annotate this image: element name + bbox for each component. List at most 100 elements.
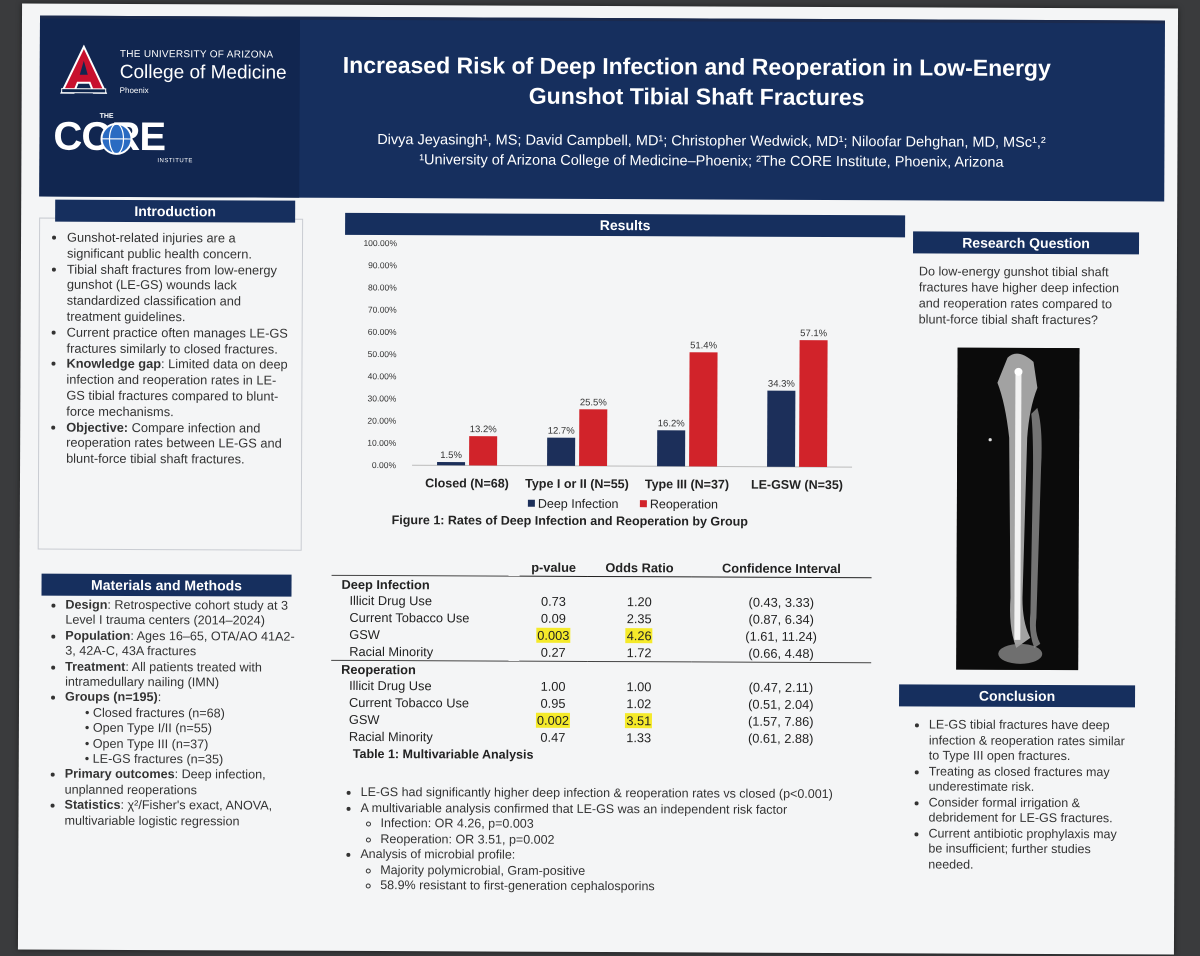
table-group-row: Deep Infection [331,575,872,595]
legend-swatch [527,499,535,507]
col-header-odds-ratio: Odds Ratio [587,558,692,577]
p-value-cell: 0.003 [536,627,571,643]
table-group-label: Deep Infection [331,575,872,595]
results-summary: LE-GS had significantly higher deep infe… [334,785,894,896]
results-bar-chart: 0.00% 10.00% 20.00% 30.00% 40.00% 50.00% 60.00… [363,238,853,512]
table-row: Racial Minority 0.47 1.33 (0.61, 2.88) [331,728,871,747]
confidence-interval-cell: (0.66, 4.48) [748,645,814,661]
bar-reoperation [469,436,498,466]
odds-ratio-cell: 4.26 [625,628,653,644]
conclusion-item: Consider formal irrigation & debridement… [928,795,1132,827]
conclusion-heading: Conclusion [899,684,1136,708]
y-tick-label: 20.00% [367,416,396,426]
bar-reoperation [579,409,608,467]
row-label: Illicit Drug Use [349,678,432,694]
row-label: Current Tobacco Use [348,695,470,711]
conclusion-item: Current antibiotic prophylaxis may be in… [928,826,1132,873]
conclusion-item: LE-GS tibial fractures have deep infecti… [929,717,1133,764]
row-label: Racial Minority [348,728,433,745]
row-label: Illicit Drug Use [349,593,432,609]
group-item: • Open Type III (n=37) [84,736,209,751]
p-value-cell: 0.27 [540,644,566,660]
core-globe-icon [100,122,133,155]
bar-value-label: 13.2% [470,424,498,435]
odds-ratio-cell: 1.72 [626,645,652,661]
introduction-item: Tibial shaft fractures from low-energy g… [67,261,291,325]
tibia-xray-image [956,347,1080,671]
introduction-body: Gunshot-related injuries are a significa… [40,230,291,468]
conclusion-list: LE-GS tibial fractures have deep infecti… [902,717,1133,873]
confidence-interval-cell: (0.43, 3.33) [748,595,815,611]
methods-heading: Materials and Methods [41,573,292,597]
confidence-interval-cell: (1.61, 11.24) [745,628,817,645]
p-value-cell: 1.00 [540,679,566,695]
methods-treatment: Treatment: All patients treated with int… [65,659,301,691]
col-header-p-value: p-value [519,558,588,577]
category-label: Type III (N=37) [645,477,729,491]
summary-subitem: Infection: OR 4.26, p=0.003 [380,816,894,834]
conclusion-item: Treating as closed fractures may underes… [929,764,1133,796]
y-tick-label: 100.00% [363,238,397,248]
y-tick-label: 60.00% [368,327,397,337]
bar-reoperation [799,340,828,467]
legend-label: Reoperation [650,497,718,511]
legend-label: Deep Infection [538,497,619,511]
university-a-logo-icon [60,44,108,94]
multivariable-table: p-value Odds Ratio Confidence Interval D… [331,558,872,747]
y-tick-label: 50.00% [368,349,397,359]
table-group-label: Reoperation [331,660,872,680]
bar-deep-infection [437,461,466,466]
conclusion-body: LE-GS tibial fractures have deep infecti… [902,717,1133,873]
group-item: • Open Type I/II (n=55) [84,721,213,736]
introduction-item: Gunshot-related injuries are a significa… [67,230,291,263]
table-caption: Table 1: Multivariable Analysis [352,746,534,762]
legend-swatch [639,500,647,508]
bar-deep-infection [657,430,686,467]
confidence-interval-cell: (0.47, 2.11) [748,680,814,696]
y-tick-label: 70.00% [368,305,397,315]
affiliations: ¹University of Arizona College of Medici… [419,152,1004,171]
introduction-item: Current practice often manages LE-GS fra… [67,324,291,357]
methods-statistics: Statistics: χ²/Fisher's exact, ANOVA, mu… [64,798,300,830]
confidence-interval-cell: (1.57, 7.86) [748,713,814,730]
summary-item: A multivariable analysis confirmed that … [360,800,894,849]
methods-design: Design: Retrospective cohort study at 3 … [65,598,301,630]
row-label: Racial Minority [349,643,434,660]
group-item: • LE-GS fractures (n=35) [84,751,224,767]
y-tick-label: 80.00% [368,282,397,292]
odds-ratio-cell: 1.33 [626,729,652,746]
bar-deep-infection [547,437,576,466]
confidence-interval-cell: (0.61, 2.88) [747,730,814,746]
confidence-interval-cell: (0.51, 2.04) [748,696,814,713]
group-item: • Closed fractures (n=68) [84,705,225,721]
y-tick-label: 40.00% [368,371,397,381]
p-value-cell: 0.47 [540,729,566,745]
logo-block: THE UNIVERSITY OF ARIZONA College of Med… [39,18,301,198]
core-logo-institute: INSTITUTE [157,158,193,165]
bar-value-label: 57.1% [800,328,828,339]
row-label: GSW [349,626,380,643]
y-tick-label: 30.00% [367,393,396,403]
bar-value-label: 34.3% [768,379,796,390]
methods-groups: Groups (n=195): • Closed fractures (n=68… [65,690,301,768]
bar-deep-infection [767,390,796,467]
bar-value-label: 25.5% [580,397,608,408]
col-header-confidence-interval: Confidence Interval [691,559,872,578]
poster-header: THE UNIVERSITY OF ARIZONA College of Med… [39,15,1166,202]
y-tick-label: 0.00% [372,460,397,470]
research-question-text: Do low-energy gunshot tibial shaft fract… [918,264,1120,328]
p-value-cell: 0.002 [535,712,571,728]
category-label: Closed (N=68) [425,476,509,490]
research-question-heading: Research Question [912,231,1140,255]
introduction-heading: Introduction [55,199,296,223]
campus-name: Phoenix [119,85,149,96]
p-value-cell: 0.95 [540,696,566,712]
y-tick-label: 10.00% [367,438,396,448]
poster-title: Increased Risk of Deep Infection and Reo… [342,51,1051,111]
confidence-interval-cell: (0.87, 6.34) [748,611,814,628]
bar-value-label: 1.5% [440,450,462,461]
methods-body: Design: Retrospective cohort study at 3 … [38,598,301,830]
introduction-item: Knowledge gap: Limited data on deep infe… [66,356,290,420]
introduction-item: Objective: Compare infection and reopera… [66,419,290,467]
table-group-row: Reoperation [331,660,872,680]
